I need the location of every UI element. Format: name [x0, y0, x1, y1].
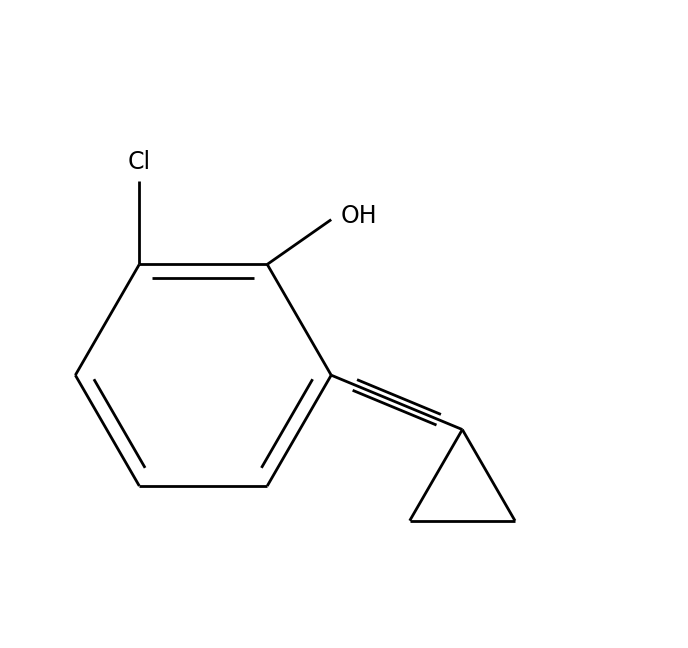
Text: Cl: Cl	[128, 150, 151, 174]
Text: OH: OH	[341, 204, 378, 228]
